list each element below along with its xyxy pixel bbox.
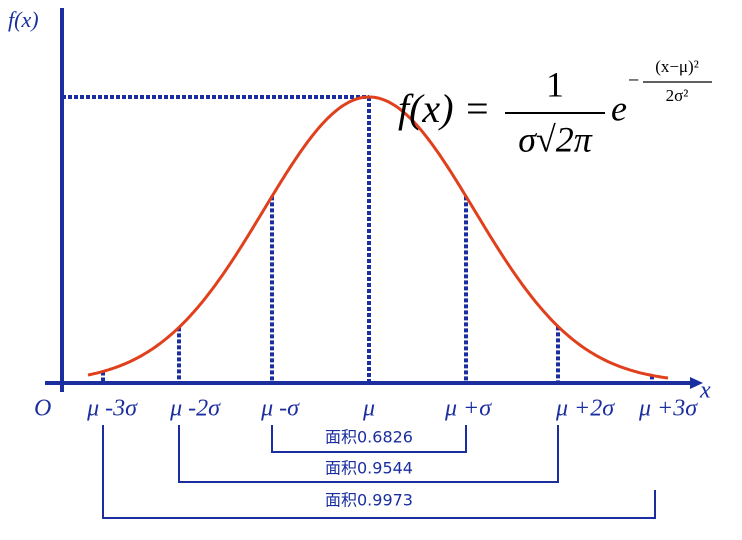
bracket-3sigma (102, 425, 656, 519)
tick-label: μ -2σ (169, 396, 221, 422)
x-arrow (690, 377, 703, 389)
area-label: 面积0.6826 (325, 428, 413, 447)
tick-label: μ +3σ (638, 396, 698, 422)
brackets (102, 425, 656, 519)
exponent-denominator: 2σ² (666, 86, 689, 105)
formula-numerator: 1 (546, 64, 564, 104)
exponent-sign: − (628, 70, 639, 92)
formula-lhs: f(x) = (398, 86, 491, 131)
curve-layer (87, 95, 669, 383)
y-axis-label: f(x) (8, 7, 39, 32)
bracket-1sigma (271, 425, 467, 453)
tick-label: μ -σ (260, 396, 300, 422)
exponent-numerator: (x−μ)² (655, 57, 699, 76)
x-axis-label: x (699, 378, 711, 404)
area-label: 面积0.9544 (325, 459, 413, 478)
formula-base: e (611, 88, 627, 128)
origin-label: O (34, 396, 51, 422)
formula-denominator: σ√2π (518, 119, 593, 159)
formula: f(x) = 1 σ√2π e − (x−μ)² 2σ² (398, 57, 712, 159)
tick-label: μ +2σ (555, 396, 615, 422)
tick-label: μ -3σ (86, 396, 138, 422)
tick-label: μ +σ (444, 396, 492, 422)
bell-curve (87, 95, 669, 380)
area-label: 面积0.9973 (325, 491, 413, 510)
bracket-2sigma (178, 425, 559, 483)
tick-label: μ (362, 396, 375, 422)
